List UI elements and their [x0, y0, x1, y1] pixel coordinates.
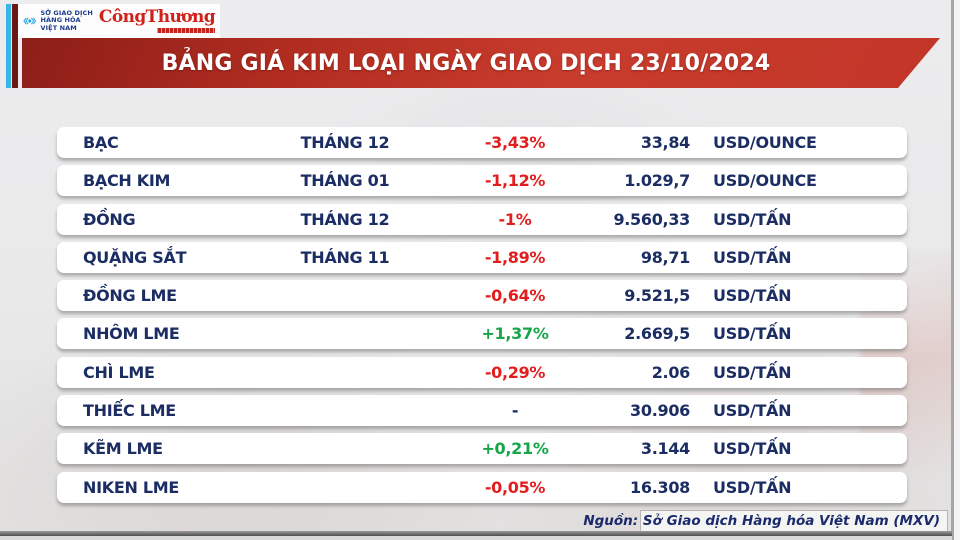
mxv-logo-line: VIỆT NAM	[40, 23, 77, 32]
change-percent: +0,21%	[481, 439, 549, 459]
header-logo-band: SỞ GIAO DỊCH HÀNG HÓA VIỆT NAM CôngThươn…	[18, 4, 220, 38]
price-value: 3.144	[640, 439, 690, 459]
price-value: 33,84	[640, 133, 690, 152]
metal-name: NIKEN LME	[83, 477, 179, 497]
right-edge-margin	[954, 0, 960, 540]
table-row: NHÔM LME +1,37% 2.669,5 USD/TẤN	[57, 318, 907, 350]
table-row: BẠC THÁNG 12 -3,43% 33,84 USD/OUNCE	[57, 127, 907, 158]
metal-name: NHÔM LME	[83, 324, 180, 344]
change-percent: -0,05%	[484, 477, 546, 497]
contract-month: THÁNG 11	[300, 247, 390, 267]
change-percent: -1,12%	[484, 171, 546, 191]
contract-month: THÁNG 01	[300, 171, 390, 191]
contract-month: THÁNG 12	[300, 209, 390, 229]
source-text: Nguồn: Sở Giao dịch Hàng hóa Việt Nam (M…	[583, 513, 940, 529]
price-value: 2.06	[651, 362, 691, 382]
table-row: ĐỒNG LME -0,64% 9.521,5 USD/TẤN	[57, 280, 907, 312]
metal-name: ĐỒNG	[83, 209, 136, 229]
metal-name: CHÌ LME	[83, 362, 155, 382]
table-row: QUẶNG SẮT THÁNG 11 -1,89% 98,71 USD/TẤN	[57, 241, 907, 273]
page-title: BẢNG GIÁ KIM LOẠI NGÀY GIAO DỊCH 23/10/2…	[161, 50, 771, 76]
change-percent: -3,43%	[484, 133, 546, 152]
change-percent: -0,29%	[484, 362, 546, 382]
title-banner: BẢNG GIÁ KIM LOẠI NGÀY GIAO DỊCH 23/10/2…	[22, 38, 940, 88]
change-percent: +1,37%	[481, 324, 549, 344]
table-row: CHÌ LME -0,29% 2.06 USD/TẤN	[57, 356, 907, 388]
price-unit: USD/OUNCE	[713, 171, 817, 191]
left-accent-stripe-maroon	[12, 4, 18, 88]
price-unit: USD/TẤN	[713, 209, 792, 229]
table-row: THIẾC LME - 30.906 USD/TẤN	[57, 395, 907, 427]
metal-name: BẠC	[83, 133, 119, 152]
mxv-diamond-icon	[27, 18, 32, 24]
left-accent-stripe-cyan	[6, 4, 11, 88]
mxv-logo-line: HÀNG HÓA	[40, 16, 81, 25]
price-unit: USD/TẤN	[713, 286, 792, 306]
price-value: 98,71	[640, 247, 690, 267]
price-table: BẠC THÁNG 12 -3,43% 33,84 USD/OUNCE BẠCH KIM T…	[57, 127, 907, 510]
metal-name: BẠCH KIM	[83, 171, 171, 191]
price-value: 2.669,5	[624, 324, 690, 344]
table-row: NIKEN LME -0,05% 16.308 USD/TẤN	[57, 471, 907, 503]
mxv-chevron-logo-icon	[23, 17, 37, 25]
price-unit: USD/TẤN	[713, 362, 792, 382]
metal-name: THIẾC LME	[83, 401, 176, 421]
table-row: ĐỒNG THÁNG 12 -1% 9.560,33 USD/TẤN	[57, 203, 907, 235]
congthuong-logo-text: CôngThương	[98, 7, 216, 27]
price-unit: USD/TẤN	[713, 247, 792, 267]
change-percent: -1%	[498, 209, 532, 229]
change-percent: -1,89%	[484, 247, 546, 267]
metal-name: KẼM LME	[83, 439, 163, 459]
table-row: KẼM LME +0,21% 3.144 USD/TẤN	[57, 433, 907, 465]
price-unit: USD/TẤN	[713, 324, 792, 344]
price-value: 9.560,33	[613, 209, 690, 229]
bottom-edge-line	[0, 531, 952, 536]
price-unit: USD/TẤN	[713, 401, 792, 421]
price-unit: USD/TẤN	[713, 439, 792, 459]
metal-name: ĐỒNG LME	[83, 286, 177, 306]
contract-month: THÁNG 12	[300, 133, 390, 152]
source-band: Nguồn: Sở Giao dịch Hàng hóa Việt Nam (M…	[583, 510, 948, 532]
price-unit: USD/TẤN	[713, 477, 792, 497]
mxv-logo-text: SỞ GIAO DỊCH HÀNG HÓA VIỆT NAM	[41, 10, 93, 31]
metal-name: QUẶNG SẮT	[83, 247, 187, 267]
mxv-logo-line: SỞ GIAO DỊCH	[40, 9, 93, 18]
table-row: BẠCH KIM THÁNG 01 -1,12% 1.029,7 USD/OUNCE	[57, 165, 907, 197]
change-percent: -0,64%	[484, 286, 546, 306]
bottom-edge-margin	[0, 536, 952, 540]
right-edge-line	[951, 0, 954, 540]
price-unit: USD/OUNCE	[713, 133, 817, 152]
change-percent: -	[511, 401, 519, 421]
price-value: 16.308	[630, 477, 690, 497]
price-value: 9.521,5	[624, 286, 690, 306]
congthuong-logo: CôngThương	[98, 7, 216, 33]
price-value: 1.029,7	[624, 171, 690, 191]
price-value: 30.906	[630, 401, 690, 421]
congthuong-ribbon	[157, 28, 215, 33]
